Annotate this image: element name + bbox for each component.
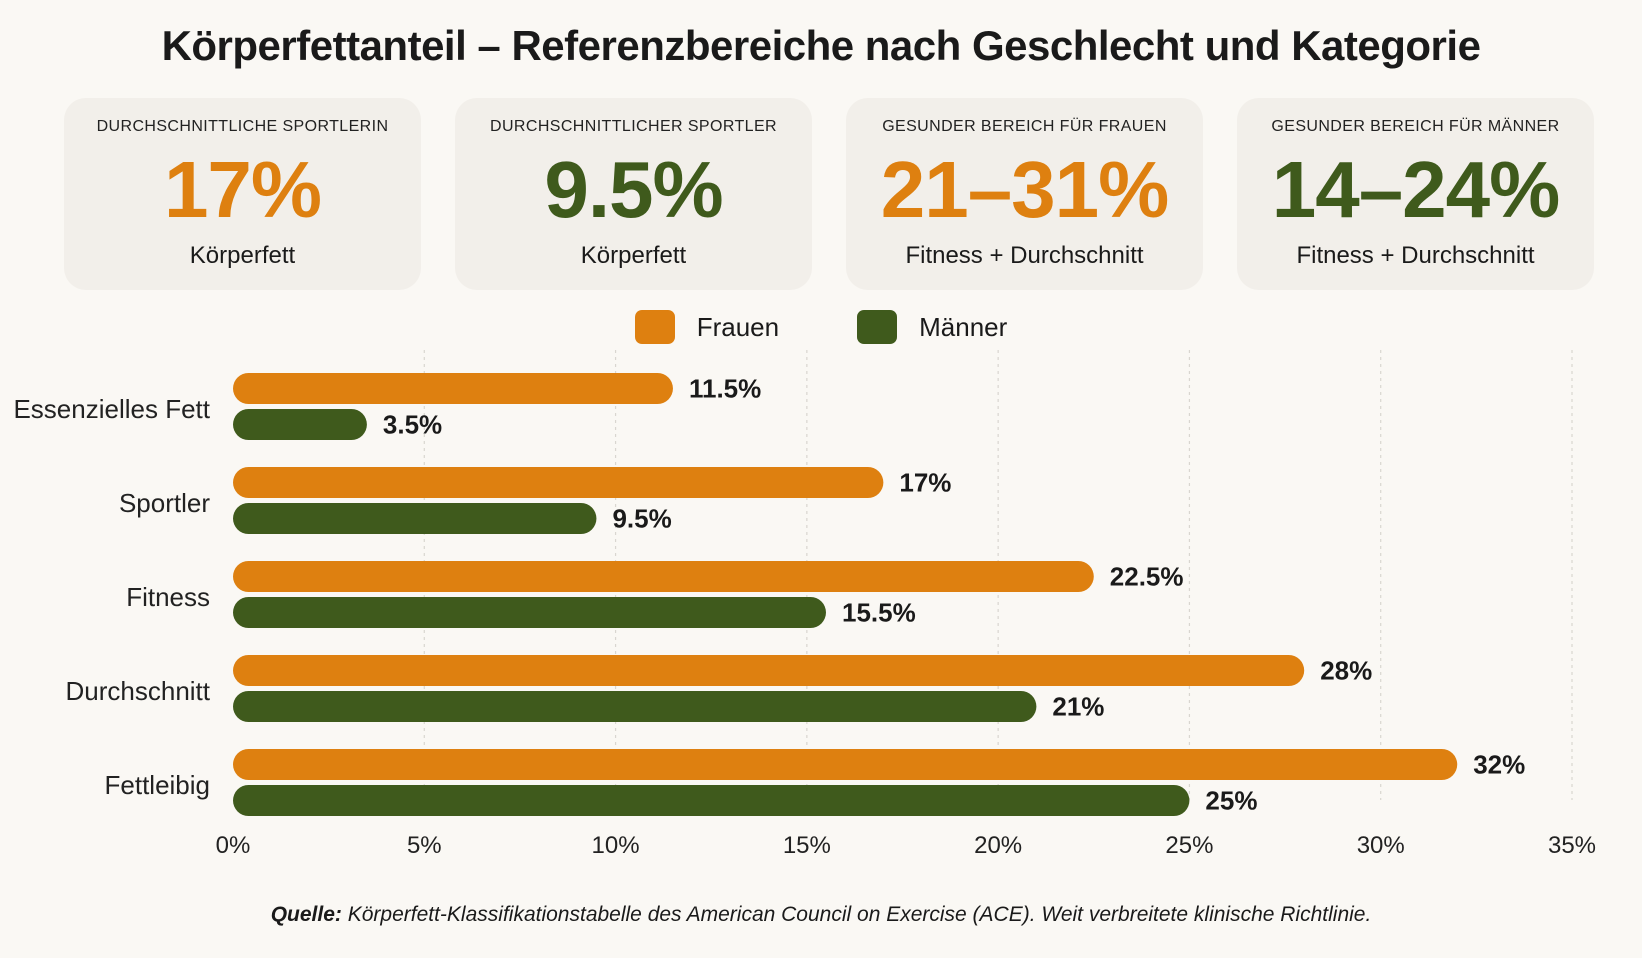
bar-value-label: 22.5% [1110, 562, 1184, 592]
category-label: Durchschnitt [66, 676, 211, 706]
bar-maenner [233, 691, 1037, 722]
stat-card-female-healthy-range: GESUNDER BEREICH FÜR FRAUEN 21–31% Fitne… [846, 98, 1203, 290]
bar-value-label: 25% [1205, 786, 1257, 816]
stat-card-value: 14–24% [1271, 145, 1561, 234]
category-label: Sportler [119, 488, 210, 518]
bar-value-label: 3.5% [383, 410, 442, 440]
stat-card-subtitle: Fitness + Durchschnitt [1296, 242, 1535, 269]
bar-chart: 0% 5% 10% 15% 20% 25% 30% 35% Essenzielles Fett 1… [13, 350, 1596, 859]
stat-card-subtitle: Fitness + Durchschnitt [905, 242, 1144, 269]
legend-item-frauen: Frauen [634, 310, 780, 344]
stat-card-value: 21–31% [880, 145, 1170, 234]
stat-card-subtitle: Körperfett [580, 242, 687, 269]
source-label: Quelle: [270, 903, 342, 926]
stat-card-value: 9.5% [544, 145, 723, 234]
x-tick-label: 25% [1165, 832, 1213, 859]
stat-card-value: 17% [163, 145, 322, 234]
x-tick-label: 35% [1548, 832, 1596, 859]
category-label: Essenzielles Fett [13, 394, 210, 424]
x-tick-label: 30% [1357, 832, 1405, 859]
stat-card-male-athlete: DURCHSCHNITTLICHER SPORTLER 9.5% Körperf… [455, 98, 812, 290]
bar-value-label: 15.5% [842, 598, 916, 628]
x-tick-label: 10% [592, 832, 640, 859]
stat-card-male-healthy-range: GESUNDER BEREICH FÜR MÄNNER 14–24% Fitne… [1237, 98, 1594, 290]
legend-swatch-frauen [634, 310, 675, 344]
x-tick-label: 5% [407, 832, 442, 859]
stat-card-label: DURCHSCHNITTLICHE SPORTLERIN [96, 118, 389, 135]
category-label: Fettleibig [105, 770, 211, 800]
bar-maenner [233, 409, 367, 440]
bar-maenner [233, 503, 597, 534]
legend-item-maenner: Männer [857, 310, 1007, 344]
bar-value-label: 21% [1052, 692, 1104, 722]
stat-card-subtitle: Körperfett [189, 242, 296, 269]
bar-frauen [233, 561, 1094, 592]
bar-maenner [233, 785, 1190, 816]
stat-card-label: DURCHSCHNITTLICHER SPORTLER [490, 118, 777, 135]
legend-label-frauen: Frauen [696, 311, 780, 342]
stat-card-label: GESUNDER BEREICH FÜR FRAUEN [882, 118, 1167, 135]
x-tick-label: 0% [216, 832, 251, 859]
summary-cards: DURCHSCHNITTLICHE SPORTLERIN 17% Körperf… [64, 98, 1594, 290]
bar-value-label: 9.5% [612, 504, 671, 534]
bar-value-label: 17% [899, 468, 951, 498]
stat-card-label: GESUNDER BEREICH FÜR MÄNNER [1271, 118, 1560, 135]
x-tick-label: 20% [974, 832, 1022, 859]
chart-legend: Frauen Männer [0, 310, 1642, 344]
source-note: Quelle: Körperfett-Klassifikationstabell… [0, 903, 1642, 927]
bar-frauen [233, 655, 1305, 686]
bar-value-label: 32% [1473, 750, 1525, 780]
bar-frauen [233, 373, 673, 404]
bar-frauen [233, 467, 884, 498]
stat-card-female-athlete: DURCHSCHNITTLICHE SPORTLERIN 17% Körperf… [64, 98, 421, 290]
legend-label-maenner: Männer [919, 311, 1008, 342]
source-text: Körperfett-Klassifikationstabelle des Am… [347, 903, 1372, 926]
legend-swatch-maenner [857, 310, 898, 344]
chart-title: Körperfettanteil – Referenzbereiche nach… [161, 22, 1481, 69]
bar-value-label: 28% [1320, 656, 1372, 686]
bar-maenner [233, 597, 826, 628]
x-tick-label: 15% [783, 832, 831, 859]
bar-frauen [233, 749, 1458, 780]
category-label: Fitness [126, 582, 210, 612]
bar-value-label: 11.5% [689, 374, 761, 404]
